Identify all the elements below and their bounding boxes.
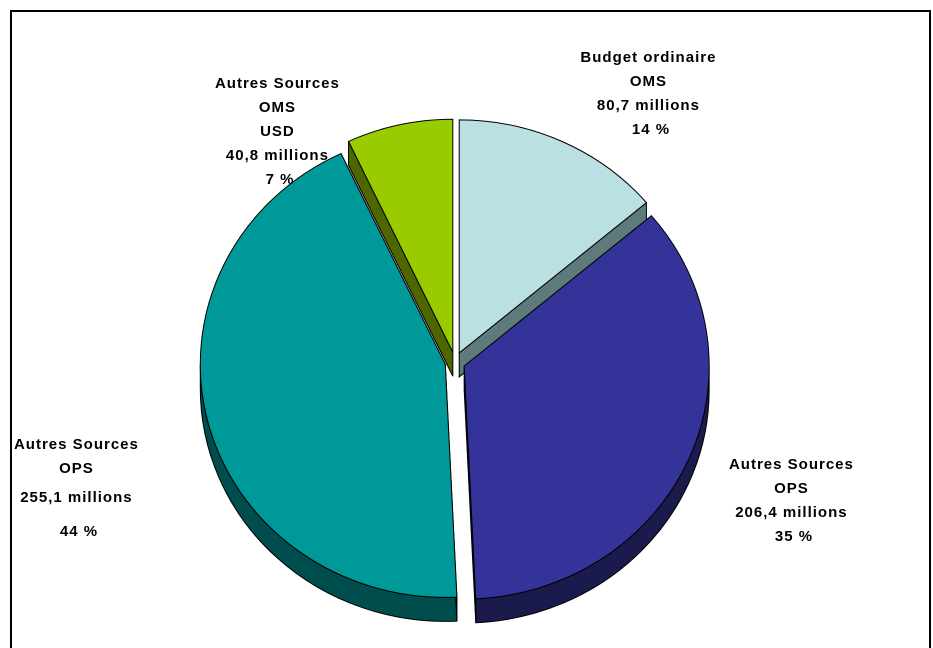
slice-label-autres-sources-oms: Autres Sources OMS USD 40,8 millions 7 % [215, 75, 345, 188]
pie-top-layer [199, 118, 710, 600]
slice-label-autres-sources-ops-44: Autres Sources OPS 255,1 millions 44 % [14, 436, 144, 540]
slice-label-autres-sources-ops-35: Autres Sources OPS 206,4 millions 35 % [729, 456, 859, 545]
slice-label-budget-ordinaire: Budget ordinaire OMS 80,7 millions 14 % [580, 49, 721, 138]
slice-autres-sources-ops-44 [199, 152, 458, 598]
slice-autres-sources-ops-35 [463, 215, 710, 600]
slice-budget-ordinaire [458, 119, 648, 354]
slice-autres-sources-oms [347, 118, 454, 353]
chart-frame [10, 10, 931, 648]
